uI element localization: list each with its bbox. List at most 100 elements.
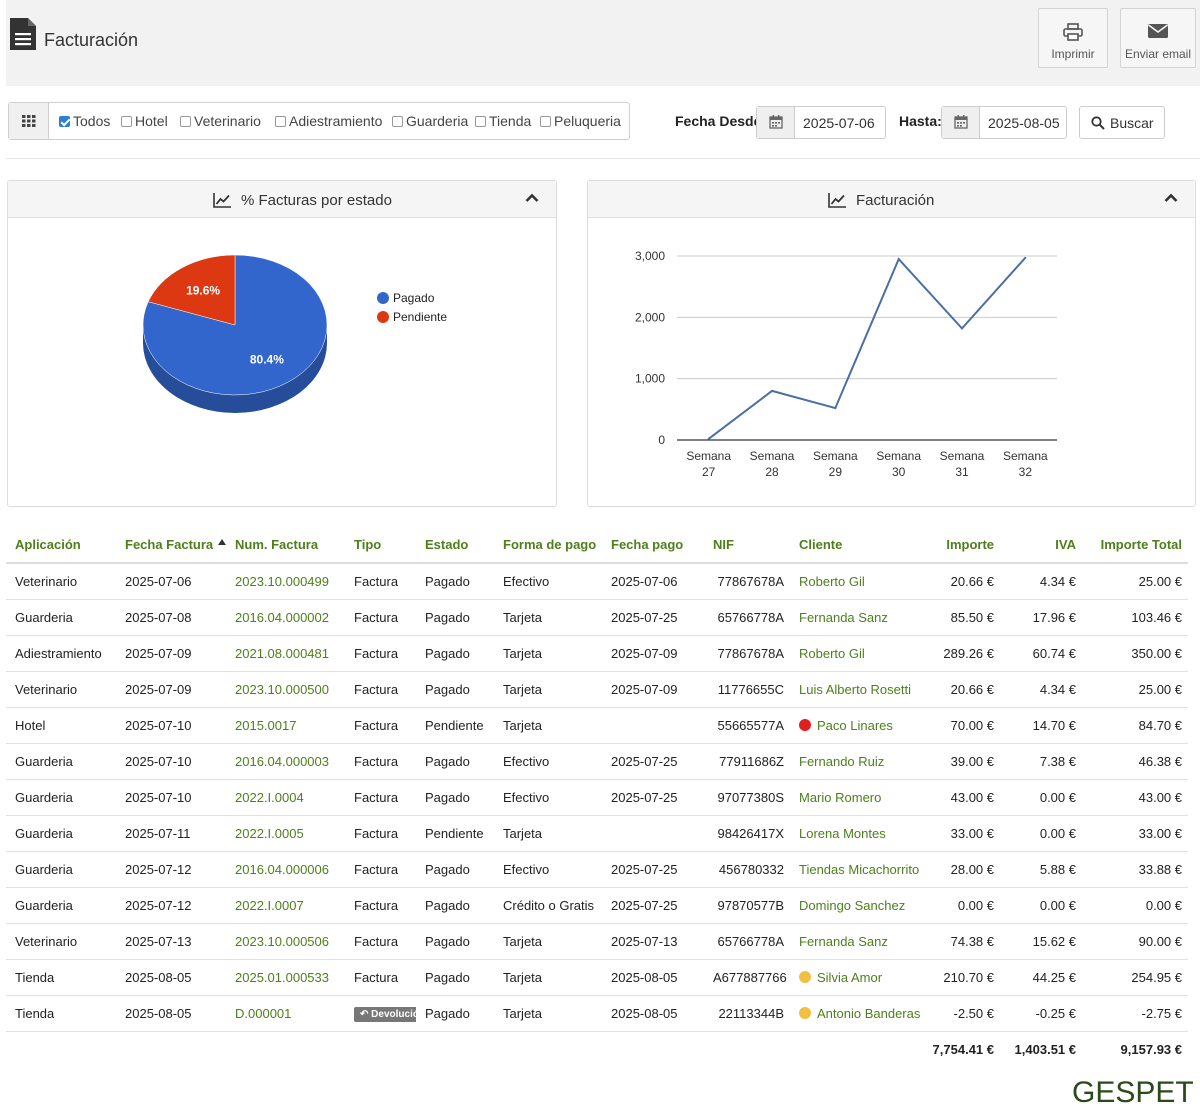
- chevron-up-icon[interactable]: [1164, 193, 1178, 203]
- data-point[interactable]: [961, 327, 963, 330]
- table-row[interactable]: Adiestramiento 2025-07-09 2021.08.000481 Fa…: [6, 635, 1188, 672]
- cell-cliente[interactable]: Antonio Banderas: [790, 995, 920, 1032]
- date-from-input[interactable]: 2025-07-06: [756, 106, 886, 139]
- filter-veterinario[interactable]: Veterinario: [180, 113, 261, 129]
- filter-adiestramiento[interactable]: Adiestramiento: [275, 113, 382, 129]
- col-estado[interactable]: Estado: [416, 527, 494, 564]
- data-point[interactable]: [771, 389, 773, 392]
- col-aplicacion[interactable]: Aplicación: [6, 527, 116, 564]
- checkbox[interactable]: [121, 116, 132, 127]
- cell-num-factura[interactable]: D.000001: [226, 995, 345, 1032]
- cell-cliente[interactable]: Roberto Gil: [790, 635, 920, 672]
- checkbox[interactable]: [475, 116, 486, 127]
- filter-todos[interactable]: Todos: [59, 113, 110, 129]
- cell-num-factura[interactable]: 2023.10.000506: [226, 923, 345, 960]
- table-row[interactable]: Veterinario 2025-07-06 2023.10.000499 Factu…: [6, 563, 1188, 600]
- cell-cliente[interactable]: Mario Romero: [790, 779, 920, 816]
- grid-toggle-button[interactable]: [9, 103, 49, 139]
- chevron-up-icon[interactable]: [525, 193, 539, 203]
- col-num-factura[interactable]: Num. Factura: [226, 527, 345, 564]
- cell-cliente[interactable]: Silvia Amor: [790, 959, 920, 996]
- table-row[interactable]: Guarderia 2025-07-10 2022.I.0004 Factura Pag…: [6, 779, 1188, 816]
- cell-num-factura[interactable]: 2016.04.000002: [226, 599, 345, 636]
- search-button[interactable]: Buscar: [1079, 106, 1165, 139]
- checkbox[interactable]: [392, 116, 403, 127]
- cell-cliente[interactable]: Fernanda Sanz: [790, 599, 920, 636]
- table-row[interactable]: Hotel 2025-07-10 2015.0017 Factura Pendiente…: [6, 707, 1188, 744]
- status-dot: [799, 718, 811, 731]
- cell-num-factura[interactable]: 2016.04.000003: [226, 743, 345, 780]
- x-tick-label: Semana 28: [750, 449, 795, 479]
- client-name[interactable]: Fernanda Sanz: [799, 933, 888, 949]
- table-row[interactable]: Guarderia 2025-07-12 2016.04.000006 Factura…: [6, 851, 1188, 888]
- calendar-button[interactable]: [942, 107, 980, 138]
- cell-cliente[interactable]: Domingo Sanchez: [790, 887, 920, 924]
- total-importe: 7,754.41 €: [932, 1041, 994, 1057]
- col-iva[interactable]: IVA: [1000, 527, 1082, 564]
- cell-num-factura[interactable]: 2022.I.0005: [226, 815, 345, 852]
- checkbox-checked[interactable]: [59, 116, 70, 127]
- cell-cliente[interactable]: Lorena Montes: [790, 815, 920, 852]
- filter-guarderia[interactable]: Guarderia: [392, 113, 468, 129]
- col-nif[interactable]: NIF: [704, 527, 790, 564]
- col-fecha-pago[interactable]: Fecha pago: [602, 527, 704, 564]
- data-point[interactable]: [1024, 256, 1027, 259]
- col-importe-total[interactable]: Importe Total: [1082, 527, 1188, 564]
- table-row[interactable]: Guarderia 2025-07-10 2016.04.000003 Factura…: [6, 743, 1188, 780]
- cell-cliente[interactable]: Luis Alberto Rosetti: [790, 671, 920, 708]
- client-name[interactable]: Antonio Banderas: [817, 1005, 920, 1021]
- cell-num-factura[interactable]: 2023.10.000500: [226, 671, 345, 708]
- print-button[interactable]: Imprimir: [1038, 8, 1108, 68]
- client-name[interactable]: Tiendas Micachorrito: [799, 861, 920, 877]
- col-cliente[interactable]: Cliente: [790, 527, 920, 564]
- col-tipo[interactable]: Tipo: [345, 527, 416, 564]
- client-name[interactable]: Fernando Ruiz: [799, 753, 885, 769]
- pie-slice-pagado[interactable]: [142, 254, 328, 396]
- cell-cliente[interactable]: Roberto Gil: [790, 563, 920, 600]
- data-point[interactable]: [897, 258, 900, 261]
- data-point[interactable]: [834, 407, 837, 410]
- table-row[interactable]: Tienda 2025-08-05 2025.01.000533 Factura Pag…: [6, 959, 1188, 996]
- calendar-button[interactable]: [757, 107, 795, 138]
- client-name[interactable]: Fernanda Sanz: [799, 609, 888, 625]
- cell-cliente[interactable]: Tiendas Micachorrito: [790, 851, 920, 888]
- cell-num-factura[interactable]: 2025.01.000533: [226, 959, 345, 996]
- checkbox[interactable]: [540, 116, 551, 127]
- checkbox[interactable]: [180, 116, 191, 127]
- cell-num-factura[interactable]: 2023.10.000499: [226, 563, 345, 600]
- client-name[interactable]: Luis Alberto Rosetti: [799, 681, 912, 697]
- table-row[interactable]: Veterinario 2025-07-13 2023.10.000506 Factu…: [6, 923, 1188, 960]
- client-name[interactable]: Silvia Amor: [817, 969, 883, 985]
- pie-slice-pendiente[interactable]: [147, 254, 236, 326]
- cell-forma-pago: Crédito o Gratis: [494, 887, 602, 924]
- cell-cliente[interactable]: Paco Linares: [790, 707, 920, 744]
- client-name[interactable]: Mario Romero: [799, 789, 882, 805]
- cell-num-factura[interactable]: 2016.04.000006: [226, 851, 345, 888]
- col-forma-pago[interactable]: Forma de pago: [494, 527, 602, 564]
- client-name[interactable]: Paco Linares: [817, 717, 893, 733]
- data-point[interactable]: [707, 437, 710, 440]
- checkbox[interactable]: [275, 116, 286, 127]
- filter-tienda[interactable]: Tienda: [475, 113, 531, 129]
- filter-hotel[interactable]: Hotel: [121, 113, 168, 129]
- date-to-input[interactable]: 2025-08-05: [941, 106, 1067, 139]
- client-name[interactable]: Domingo Sanchez: [799, 897, 906, 913]
- client-name[interactable]: Lorena Montes: [799, 825, 886, 841]
- table-row[interactable]: Guarderia 2025-07-12 2022.I.0007 Factura Pag…: [6, 887, 1188, 924]
- cell-num-factura[interactable]: 2021.08.000481: [226, 635, 345, 672]
- table-row[interactable]: Guarderia 2025-07-11 2022.I.0005 Factura Pen…: [6, 815, 1188, 852]
- client-name[interactable]: Roberto Gil: [799, 573, 865, 589]
- cell-cliente[interactable]: Fernando Ruiz: [790, 743, 920, 780]
- cell-num-factura[interactable]: 2022.I.0004: [226, 779, 345, 816]
- table-row[interactable]: Guarderia 2025-07-08 2016.04.000002 Factura…: [6, 599, 1188, 636]
- email-button[interactable]: Enviar email: [1120, 8, 1196, 68]
- cell-num-factura[interactable]: 2015.0017: [226, 707, 345, 744]
- client-name[interactable]: Roberto Gil: [799, 645, 865, 661]
- cell-num-factura[interactable]: 2022.I.0007: [226, 887, 345, 924]
- col-importe[interactable]: Importe: [920, 527, 1000, 564]
- table-row[interactable]: Veterinario 2025-07-09 2023.10.000500 Factu…: [6, 671, 1188, 708]
- cell-cliente[interactable]: Fernanda Sanz: [790, 923, 920, 960]
- filter-peluqueria[interactable]: Peluqueria: [540, 113, 621, 129]
- col-fecha-factura[interactable]: Fecha Factura: [116, 527, 227, 564]
